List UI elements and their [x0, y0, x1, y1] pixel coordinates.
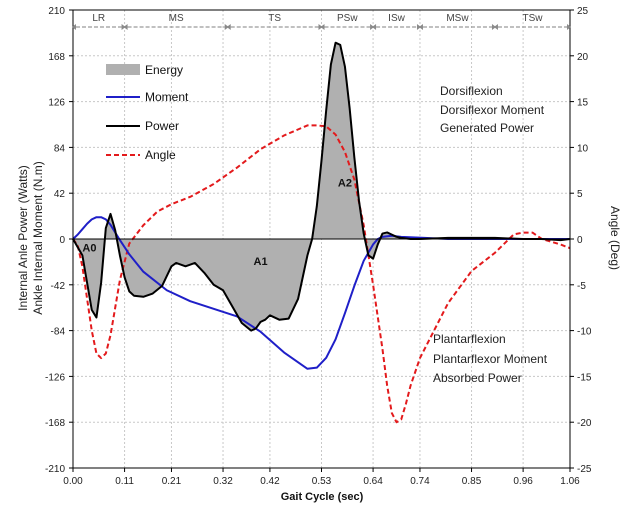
y-left-tick-label: 210: [48, 6, 65, 17]
annotation-generated-power: Generated Power: [440, 121, 534, 135]
y-left-tick-label: -168: [45, 418, 65, 429]
y-left-tick-label: 0: [59, 235, 65, 246]
phase-arrow-left: [226, 24, 231, 30]
x-tick-label: 0.32: [213, 476, 233, 487]
legend-energy-label: Energy: [145, 63, 183, 77]
y-left-tick-label: -210: [45, 464, 65, 475]
y-right-tick-label: 10: [577, 143, 589, 154]
x-axis-title: Gait Cycle (sec): [281, 491, 364, 503]
series-line-angle: [72, 124, 571, 424]
y-left-tick-label: 84: [54, 143, 66, 154]
annotation-plantarflexor-moment: Plantarflexor Moment: [433, 352, 548, 366]
y-left-tick-label: 168: [48, 52, 65, 63]
y-axis-title-power: Internal Anle Power (Watts): [16, 165, 30, 311]
phase-arrow-right: [567, 24, 571, 30]
legend-angle-label: Angle: [145, 148, 176, 162]
x-tick-label: 0.11: [115, 476, 134, 487]
x-tick-label: 1.06: [560, 476, 580, 487]
phase-label: TSw: [522, 13, 543, 24]
x-tick-label: 0.74: [410, 476, 430, 487]
y-right-tick-label: -10: [577, 327, 592, 338]
annotation-bottom: Plantarflexion Plantarflexor Moment Abso…: [433, 332, 548, 385]
phase-label: LR: [92, 13, 105, 24]
y-axis-title-moment: Ankle Internal Moment (N.m): [31, 161, 45, 314]
annotation-dorsiflexion: Dorsiflexion: [440, 84, 503, 98]
axes: 210 168 126 84 42 0 -42 -84 -126 -168 -210 25 20 15 10…: [45, 6, 592, 487]
series-line-power: [72, 41, 571, 332]
phase-label: ISw: [388, 13, 405, 24]
phase-label: TS: [268, 13, 281, 24]
energy-area: [73, 42, 570, 331]
y-left-tick-label: -42: [51, 281, 66, 292]
area-label: A1: [254, 256, 268, 268]
area-label: A2: [338, 177, 352, 189]
y-right-tick-label: 20: [577, 52, 589, 63]
legend-energy-swatch: [106, 64, 140, 75]
area-labels: A0 A1 A2: [82, 177, 352, 268]
y-right-tick-label: -25: [577, 464, 592, 475]
area-label: A0: [82, 243, 96, 255]
y-left-tick-label: 126: [48, 98, 65, 109]
y-right-tick-label: -20: [577, 418, 592, 429]
phase-arrow-left: [72, 24, 76, 30]
phase-arrow-left: [372, 24, 377, 30]
x-tick-label: 0.21: [162, 476, 182, 487]
energy-areas: [73, 42, 570, 331]
y-right-tick-label: -15: [577, 372, 592, 383]
series-lines: [72, 41, 571, 424]
annotation-absorbed-power: Absorbed Power: [433, 371, 522, 385]
x-tick-label: 0.64: [363, 476, 383, 487]
x-tick-label: 0.96: [513, 476, 533, 487]
legend-moment-label: Moment: [145, 90, 189, 104]
annotation-top: Dorsiflexion Dorsiflexor Moment Generate…: [440, 84, 545, 135]
phase-label: PSw: [337, 13, 358, 24]
x-tick-label: 0.00: [63, 476, 83, 487]
x-tick-label: 0.42: [260, 476, 280, 487]
phase-arrow-left: [320, 24, 325, 30]
phase-label: MS: [169, 13, 184, 24]
annotation-dorsiflexor-moment: Dorsiflexor Moment: [440, 103, 545, 117]
phase-arrow-left: [418, 24, 423, 30]
legend-power-label: Power: [145, 119, 179, 133]
phase-label: MSw: [446, 13, 469, 24]
annotation-plantarflexion: Plantarflexion: [433, 332, 506, 346]
phase-arrow-left: [123, 24, 128, 30]
y-right-tick-label: 0: [577, 235, 583, 246]
y-left-tick-label: -84: [51, 327, 66, 338]
legend: Energy Moment Power Angle: [106, 63, 189, 162]
y-left-tick-label: -126: [45, 372, 65, 383]
y-left-tick-label: 42: [54, 189, 66, 200]
y-right-tick-label: 15: [577, 98, 589, 109]
y-right-tick-label: 25: [577, 6, 589, 17]
y-axis-title-angle: Angle (Deg): [608, 206, 622, 270]
phase-arrow-left: [493, 24, 498, 30]
y-right-tick-label: -5: [577, 281, 586, 292]
x-tick-label: 0.53: [312, 476, 332, 487]
x-tick-label: 0.85: [462, 476, 482, 487]
gait-phases: LR MS TS PSw ISw MSw TSw: [72, 13, 571, 30]
y-right-tick-label: 5: [577, 189, 583, 200]
